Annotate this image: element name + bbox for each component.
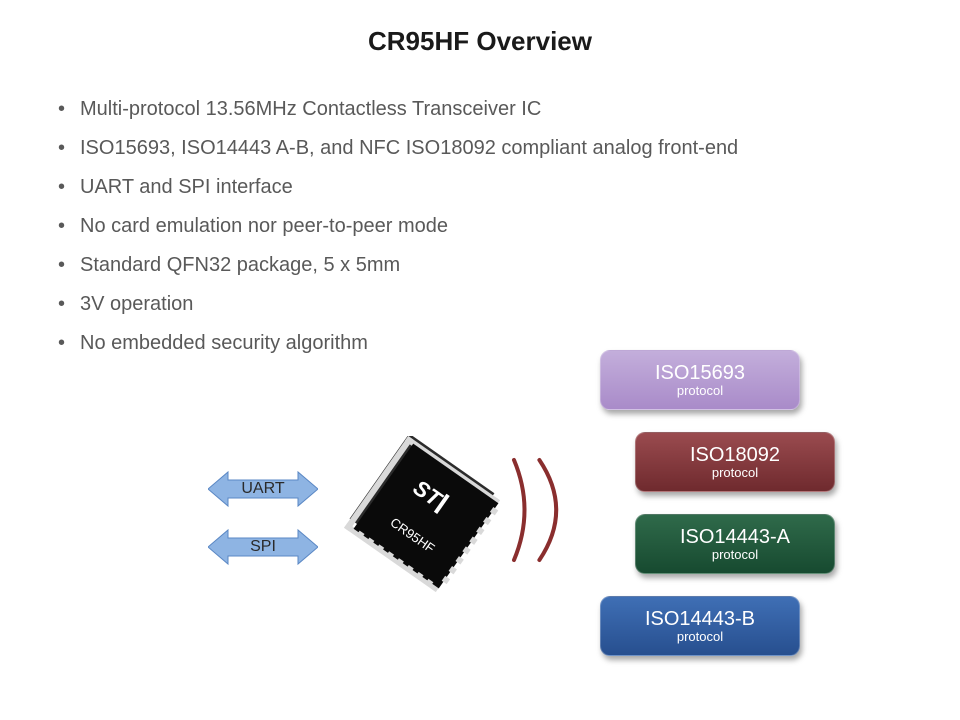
bullet-item: No card emulation nor peer-to-peer mode <box>58 214 922 239</box>
protocol-subtitle: protocol <box>712 466 758 480</box>
protocol-title: ISO14443-A <box>680 527 790 548</box>
bullet-item: UART and SPI interface <box>58 175 922 200</box>
protocol-subtitle: protocol <box>677 630 723 644</box>
interface-arrow: UART <box>208 468 318 510</box>
bullet-list: Multi-protocol 13.56MHz Contactless Tran… <box>0 57 960 356</box>
page-title: CR95HF Overview <box>0 0 960 57</box>
protocol-title: ISO15693 <box>655 363 745 384</box>
bullet-item: Standard QFN32 package, 5 x 5mm <box>58 253 922 278</box>
protocol-subtitle: protocol <box>712 548 758 562</box>
bullet-item: ISO15693, ISO14443 A-B, and NFC ISO18092… <box>58 136 922 161</box>
protocol-subtitle: protocol <box>677 384 723 398</box>
bullet-item: Multi-protocol 13.56MHz Contactless Tran… <box>58 97 922 122</box>
protocol-title: ISO14443-B <box>645 609 755 630</box>
protocol-box: ISO14443-Bprotocol <box>600 596 800 656</box>
protocol-box: ISO15693protocol <box>600 350 800 410</box>
protocol-box: ISO18092protocol <box>635 432 835 492</box>
chip-graphic: ST CR95HF <box>342 436 492 586</box>
rf-waves-icon <box>505 450 605 595</box>
protocol-box: ISO14443-Aprotocol <box>635 514 835 574</box>
bullet-item: 3V operation <box>58 292 922 317</box>
interface-arrow: SPI <box>208 526 318 568</box>
diagram-area: UART SPI <box>0 350 960 720</box>
interface-label: SPI <box>250 538 276 556</box>
protocol-title: ISO18092 <box>690 445 780 466</box>
interface-label: UART <box>241 480 284 498</box>
